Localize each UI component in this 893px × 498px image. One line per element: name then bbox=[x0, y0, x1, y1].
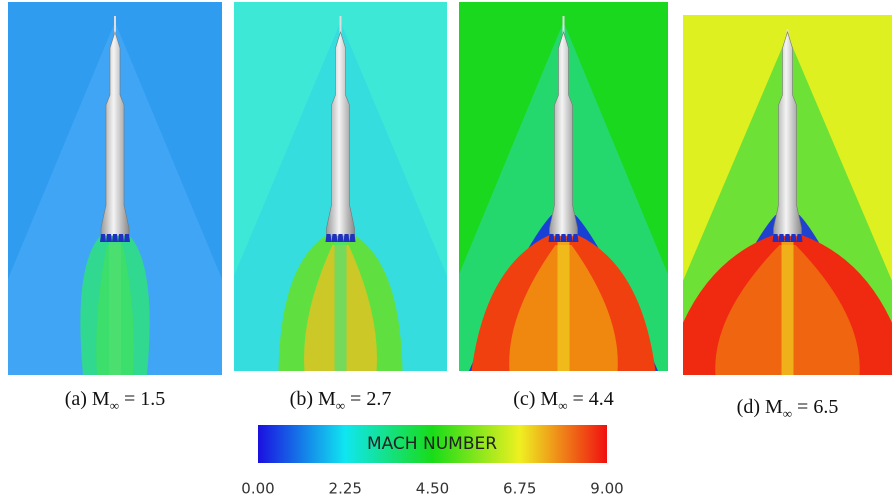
nozzle bbox=[554, 234, 561, 242]
nozzle bbox=[572, 234, 579, 242]
caption-subscript: ∞ bbox=[110, 398, 119, 413]
caption-label: (b) M bbox=[290, 388, 336, 410]
colorbar-tick-label: 6.75 bbox=[503, 480, 536, 498]
plume-core bbox=[334, 240, 347, 371]
nozzle bbox=[566, 234, 573, 242]
panel-flow bbox=[459, 16, 668, 371]
panel-caption: (d) M∞ = 6.5 bbox=[737, 396, 839, 421]
nozzle bbox=[331, 234, 338, 242]
nozzle bbox=[548, 234, 555, 242]
caption-label: (c) M bbox=[513, 388, 558, 410]
caption-label: (d) M bbox=[737, 396, 783, 418]
caption-value: = 6.5 bbox=[792, 396, 838, 418]
nozzle bbox=[118, 234, 124, 242]
panel-caption: (c) M∞ = 4.4 bbox=[513, 388, 614, 413]
nozzle bbox=[772, 234, 779, 242]
nozzle bbox=[778, 234, 785, 242]
colorbar-tick-label: 9.00 bbox=[590, 480, 623, 498]
nozzle bbox=[784, 234, 791, 242]
colorbar-title: MACH NUMBER bbox=[367, 434, 497, 454]
plume-core bbox=[557, 240, 570, 371]
caption-value: = 2.7 bbox=[345, 388, 391, 410]
nozzle bbox=[796, 234, 803, 242]
nozzle bbox=[106, 234, 112, 242]
nozzle bbox=[349, 234, 356, 242]
panel-caption: (b) M∞ = 2.7 bbox=[290, 388, 392, 413]
panel-flow bbox=[8, 16, 222, 375]
nozzle bbox=[100, 234, 106, 242]
nozzle bbox=[790, 234, 797, 242]
colorbar-tick-label: 4.50 bbox=[416, 480, 449, 498]
nozzle bbox=[337, 234, 344, 242]
colorbar-tick-label: 0.00 bbox=[241, 480, 274, 498]
caption-label: (a) M bbox=[65, 388, 110, 410]
nozzle bbox=[124, 234, 130, 242]
nozzle bbox=[343, 234, 350, 242]
caption-value: = 4.4 bbox=[567, 388, 613, 410]
panel-flow bbox=[683, 29, 892, 375]
plume-core bbox=[781, 240, 794, 375]
panel-flow bbox=[234, 16, 447, 371]
panel-caption: (a) M∞ = 1.5 bbox=[65, 388, 166, 413]
panels: (a) M∞ = 1.5 (b) M∞ = 2.7 (c) M∞ = 4.4 (d) … bbox=[8, 2, 892, 421]
nozzle bbox=[560, 234, 567, 242]
plume-core bbox=[109, 240, 121, 375]
caption-subscript: ∞ bbox=[783, 406, 792, 421]
caption-subscript: ∞ bbox=[558, 398, 567, 413]
nozzle bbox=[325, 234, 332, 242]
caption-subscript: ∞ bbox=[336, 398, 345, 413]
colorbar-tick-label: 2.25 bbox=[329, 480, 362, 498]
nozzle bbox=[112, 234, 118, 242]
caption-value: = 1.5 bbox=[119, 388, 165, 410]
colorbar bbox=[258, 425, 607, 463]
